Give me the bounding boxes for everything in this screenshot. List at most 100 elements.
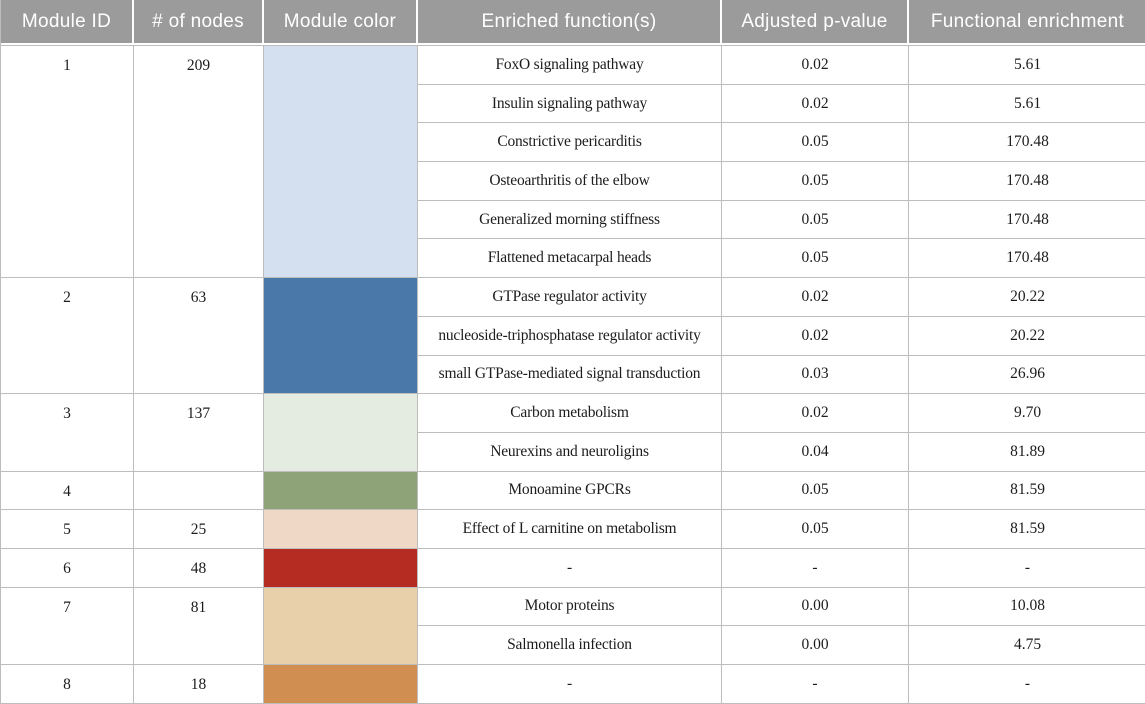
table-row: 8 18 - - -: [1, 664, 1145, 703]
p-value-cell: 0.02: [722, 315, 909, 355]
node-count-cell: [134, 470, 264, 510]
module-color-swatch: [264, 393, 418, 471]
function-cell: Osteoarthritis of the elbow: [418, 161, 722, 200]
node-count-cell: 25: [134, 509, 264, 548]
p-value-cell: 0.05: [722, 470, 909, 510]
table-row: Flattened metacarpal heads 0.05 170.48: [1, 238, 1145, 278]
p-value-cell: -: [722, 664, 909, 703]
module-id-cell: 2: [1, 277, 134, 394]
module-color-swatch: [264, 45, 418, 278]
module-id-cell: 8: [1, 664, 134, 703]
p-value-cell: -: [722, 547, 909, 587]
function-cell: FoxO signaling pathway: [418, 45, 722, 84]
enrichment-cell: 26.96: [909, 354, 1145, 394]
enrichment-cell: 81.59: [909, 509, 1145, 548]
node-count-cell: 18: [134, 664, 264, 703]
enrichment-cell: 5.61: [909, 45, 1145, 84]
header-module-id: Module ID: [1, 0, 134, 45]
p-value-cell: 0.00: [722, 625, 909, 664]
function-cell: Generalized morning stiffness: [418, 199, 722, 239]
enrichment-cell: -: [909, 547, 1145, 587]
function-cell: nucleoside-triphosphatase regulator acti…: [418, 315, 722, 355]
header-adjusted-p-value: Adjusted p-value: [722, 0, 909, 45]
enrichment-cell: 81.59: [909, 470, 1145, 510]
enrichment-cell: 170.48: [909, 122, 1145, 161]
enrichment-cell: 5.61: [909, 83, 1145, 123]
module-id-cell: 1: [1, 45, 134, 278]
table-row: Salmonella infection 0.00 4.75: [1, 625, 1145, 664]
table-row: nucleoside-triphosphatase regulator acti…: [1, 315, 1145, 355]
module-id-cell: 6: [1, 547, 134, 587]
node-count-cell: 81: [134, 586, 264, 664]
enrichment-cell: 9.70: [909, 393, 1145, 432]
function-cell: Effect of L carnitine on metabolism: [418, 509, 722, 548]
function-cell: Salmonella infection: [418, 625, 722, 664]
function-cell: GTPase regulator activity: [418, 277, 722, 316]
function-cell: -: [418, 547, 722, 587]
table-row: Insulin signaling pathway 0.02 5.61: [1, 83, 1145, 123]
table-row: 4 Monoamine GPCRs 0.05 81.59: [1, 470, 1145, 510]
enrichment-cell: 10.08: [909, 586, 1145, 626]
p-value-cell: 0.02: [722, 277, 909, 316]
enrichment-cell: 170.48: [909, 199, 1145, 239]
table-row: Generalized morning stiffness 0.05 170.4…: [1, 199, 1145, 239]
p-value-cell: 0.05: [722, 509, 909, 548]
function-cell: -: [418, 664, 722, 703]
header-enriched-functions: Enriched function(s): [418, 0, 722, 45]
p-value-cell: 0.00: [722, 586, 909, 626]
table-row: Constrictive pericarditis 0.05 170.48: [1, 122, 1145, 162]
function-cell: Constrictive pericarditis: [418, 122, 722, 162]
table-row: 3 137 Carbon metabolism 0.02 9.70: [1, 393, 1145, 471]
p-value-cell: 0.04: [722, 431, 909, 471]
p-value-cell: 0.05: [722, 161, 909, 200]
module-color-swatch: [264, 547, 418, 587]
header-row: Module ID # of nodes Module color Enrich…: [1, 0, 1145, 45]
node-count-cell: 209: [134, 45, 264, 278]
function-cell: small GTPase-mediated signal transductio…: [418, 354, 722, 394]
header-functional-enrichment: Functional enrichment: [909, 0, 1145, 45]
function-cell: Flattened metacarpal heads: [418, 238, 722, 278]
module-id-cell: 7: [1, 586, 134, 664]
table-row: Osteoarthritis of the elbow 0.05 170.48: [1, 161, 1145, 200]
table-row: small GTPase-mediated signal transductio…: [1, 354, 1145, 394]
module-color-swatch: [264, 664, 418, 703]
p-value-cell: 0.02: [722, 393, 909, 432]
p-value-cell: 0.05: [722, 122, 909, 162]
p-value-cell: 0.02: [722, 83, 909, 123]
p-value-cell: 0.02: [722, 45, 909, 84]
function-cell: Monoamine GPCRs: [418, 470, 722, 510]
table-body: 1 209 FoxO signaling pathway 0.02 5.61 I…: [1, 45, 1145, 703]
function-cell: Motor proteins: [418, 586, 722, 626]
function-cell: Insulin signaling pathway: [418, 83, 722, 123]
enrichment-cell: 81.89: [909, 431, 1145, 471]
module-color-swatch: [264, 586, 418, 664]
module-color-swatch: [264, 470, 418, 510]
module-id-cell: 5: [1, 509, 134, 548]
node-count-cell: 63: [134, 277, 264, 394]
function-cell: Carbon metabolism: [418, 393, 722, 432]
p-value-cell: 0.03: [722, 354, 909, 394]
header-module-color: Module color: [264, 0, 418, 45]
table-row: 5 25 Effect of L carnitine on metabolism…: [1, 509, 1145, 548]
module-color-swatch: [264, 277, 418, 394]
enrichment-cell: -: [909, 664, 1145, 703]
function-cell: Neurexins and neuroligins: [418, 431, 722, 471]
module-id-cell: 4: [1, 470, 134, 510]
enrichment-cell: 170.48: [909, 161, 1145, 200]
node-count-cell: 48: [134, 547, 264, 587]
p-value-cell: 0.05: [722, 199, 909, 239]
table-row: Neurexins and neuroligins 0.04 81.89: [1, 431, 1145, 471]
enrichment-cell: 20.22: [909, 315, 1145, 355]
module-id-cell: 3: [1, 393, 134, 471]
enrichment-cell: 170.48: [909, 238, 1145, 277]
module-color-swatch: [264, 509, 418, 548]
table-header: Module ID # of nodes Module color Enrich…: [1, 0, 1145, 45]
table-row: 6 48 - - -: [1, 547, 1145, 587]
enrichment-cell: 20.22: [909, 277, 1145, 316]
table-row: 2 63 GTPase regulator activity 0.02 20.2…: [1, 277, 1145, 394]
table-row: 1 209 FoxO signaling pathway 0.02 5.61: [1, 45, 1145, 278]
table-row: 7 81 Motor proteins 0.00 10.08: [1, 586, 1145, 664]
p-value-cell: 0.05: [722, 238, 909, 278]
header-node-count: # of nodes: [134, 0, 264, 45]
